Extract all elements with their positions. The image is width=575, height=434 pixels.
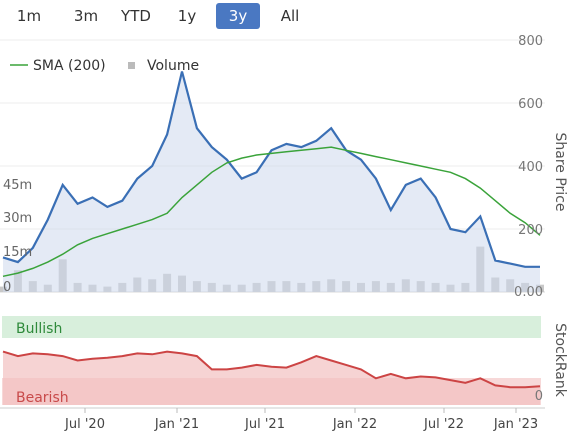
x-tick-label: Jul '20 xyxy=(64,417,105,432)
range-1y-button[interactable]: 1y xyxy=(177,7,197,25)
bullish-band xyxy=(2,316,541,338)
chart-legend: SMA (200) Volume xyxy=(10,58,199,74)
volume-tick-45m: 45m xyxy=(3,178,32,193)
bearish-label: Bearish xyxy=(16,390,69,406)
range-all-button[interactable]: All xyxy=(280,7,300,25)
x-tick-label: Jul '22 xyxy=(423,417,464,432)
x-axis-ticks: Jul '20 Jan '21 Jul '21 Jan '22 Jul '22 … xyxy=(64,408,538,432)
bullish-label: Bullish xyxy=(16,321,62,337)
sma-line xyxy=(2,146,541,278)
price-axis-label: Share Price xyxy=(552,132,568,211)
range-1m-button[interactable]: 1m xyxy=(16,7,42,25)
x-tick-label: Jan '23 xyxy=(493,417,538,432)
x-tick-label: Jan '22 xyxy=(332,417,377,432)
price-tick-0: 0.00 xyxy=(514,285,543,300)
legend-volume-label: Volume xyxy=(147,58,199,74)
range-3y-button[interactable]: 3y xyxy=(216,3,260,29)
price-line xyxy=(2,71,540,268)
stockrank-line xyxy=(2,350,541,389)
volume-tick-0: 0 xyxy=(3,280,11,295)
price-tick-600: 600 xyxy=(518,97,543,112)
legend-volume-swatch xyxy=(128,62,135,69)
x-tick-label: Jul '21 xyxy=(244,417,285,432)
x-tick-label: Jan '21 xyxy=(154,417,199,432)
price-area xyxy=(3,71,540,292)
price-tick-200: 200 xyxy=(518,223,543,238)
stockrank-area xyxy=(3,351,540,405)
range-3m-button[interactable]: 3m xyxy=(73,7,99,25)
stockrank-tick-0: 0 xyxy=(535,389,543,404)
stockrank-axis-label: StockRank xyxy=(552,323,568,398)
range-selector: 1m 3m YTD 1y 3y All xyxy=(0,0,320,32)
volume-tick-30m: 30m xyxy=(3,211,32,226)
legend-sma-label: SMA (200) xyxy=(33,58,106,74)
volume-tick-15m: 15m xyxy=(3,245,32,260)
range-ytd-button[interactable]: YTD xyxy=(121,7,151,25)
price-tick-800: 800 xyxy=(518,34,543,49)
price-tick-400: 400 xyxy=(518,160,543,175)
